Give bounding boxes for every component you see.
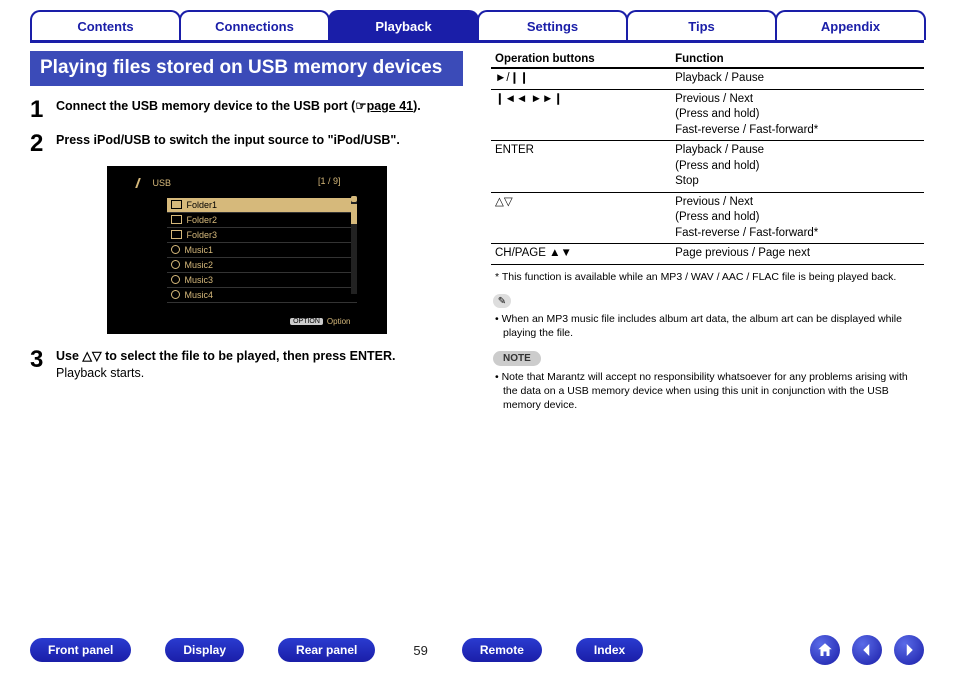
table-row: ►/❙❙Playback / Pause	[491, 68, 924, 89]
op-cell: ENTER	[491, 141, 671, 193]
step-number: 2	[30, 132, 56, 156]
screenshot-list-item: Music2	[167, 258, 357, 273]
op-cell: ►/❙❙	[491, 68, 671, 89]
fn-cell: Page previous / Page next	[671, 244, 924, 265]
nav-front-panel[interactable]: Front panel	[30, 638, 131, 662]
folder-icon	[171, 230, 182, 239]
screenshot-item-label: Music3	[185, 275, 214, 285]
page-number: 59	[413, 643, 427, 658]
folder-icon	[171, 200, 182, 209]
screenshot-list-item: Music4	[167, 288, 357, 303]
fn-cell: Playback / Pause(Press and hold)Stop	[671, 141, 924, 193]
tab-settings[interactable]: Settings	[477, 10, 628, 40]
screenshot-list-item: Folder3	[167, 228, 357, 243]
tab-tips[interactable]: Tips	[626, 10, 777, 40]
step-number: 1	[30, 98, 56, 122]
screenshot-option: OPTION Option	[290, 317, 350, 326]
nav-index[interactable]: Index	[576, 638, 643, 662]
top-tabs: Contents Connections Playback Settings T…	[30, 6, 924, 43]
nav-rear-panel[interactable]: Rear panel	[278, 638, 375, 662]
screenshot-count: [1 / 9]	[318, 176, 341, 186]
screenshot-item-label: Folder1	[187, 200, 218, 210]
music-icon	[171, 245, 180, 254]
screenshot-item-label: Music1	[185, 245, 214, 255]
device-screenshot: USB Folder1 Folder2 Folder3 Music1 Music2 Mus…	[107, 166, 387, 334]
op-cell: CH/PAGE ▲▼	[491, 244, 671, 265]
section-title: Playing files stored on USB memory devic…	[30, 51, 463, 86]
table-row: ENTERPlayback / Pause(Press and hold)Sto…	[491, 141, 924, 193]
tab-connections[interactable]: Connections	[179, 10, 330, 40]
screenshot-item-label: Folder2	[187, 215, 218, 225]
step-3: 3 Use △▽ to select the file to be played…	[30, 348, 463, 382]
tab-appendix[interactable]: Appendix	[775, 10, 926, 40]
op-cell: ❙◄◄ ►►❙	[491, 89, 671, 141]
next-button[interactable]	[894, 635, 924, 665]
step-text: Press iPod/USB to switch the input sourc…	[56, 132, 400, 156]
page-content: Playing files stored on USB memory devic…	[30, 51, 924, 418]
table-header: Operation buttons	[491, 51, 671, 68]
step-text: Use △▽ to select the file to be played, …	[56, 348, 395, 382]
screenshot-title: USB	[153, 178, 172, 188]
screenshot-item-label: Music2	[185, 260, 214, 270]
folder-icon	[171, 215, 182, 224]
step-1: 1 Connect the USB memory device to the U…	[30, 98, 463, 122]
note-bullet: • Note that Marantz will accept no respo…	[491, 370, 924, 413]
op-cell: △▽	[491, 192, 671, 244]
asterisk-footnote: * This function is available while an MP…	[491, 271, 924, 285]
screenshot-item-label: Folder3	[187, 230, 218, 240]
step-number: 3	[30, 348, 56, 382]
note-badge: NOTE	[493, 351, 541, 366]
tab-playback[interactable]: Playback	[328, 10, 479, 40]
screenshot-list-item: Music1	[167, 243, 357, 258]
screenshot-list-item: Folder1	[167, 198, 357, 213]
step-2: 2 Press iPod/USB to switch the input sou…	[30, 132, 463, 156]
prev-button[interactable]	[852, 635, 882, 665]
music-icon	[171, 290, 180, 299]
operation-buttons-table: Operation buttons Function ►/❙❙Playback …	[491, 51, 924, 265]
table-row: △▽Previous / Next(Press and hold)Fast-re…	[491, 192, 924, 244]
screenshot-scrollbar	[351, 196, 357, 294]
screenshot-list-item: Music3	[167, 273, 357, 288]
fn-cell: Playback / Pause	[671, 68, 924, 89]
table-row: ❙◄◄ ►►❙Previous / Next(Press and hold)Fa…	[491, 89, 924, 141]
info-bullet: • When an MP3 music file includes album …	[491, 312, 924, 340]
tab-contents[interactable]: Contents	[30, 10, 181, 40]
fn-cell: Previous / Next(Press and hold)Fast-reve…	[671, 192, 924, 244]
table-header: Function	[671, 51, 924, 68]
home-button[interactable]	[810, 635, 840, 665]
screenshot-list-item: Folder2	[167, 213, 357, 228]
nav-remote[interactable]: Remote	[462, 638, 542, 662]
page-link[interactable]: page 41	[367, 99, 414, 113]
pencil-icon: ✎	[493, 294, 511, 308]
nav-display[interactable]: Display	[165, 638, 244, 662]
table-row: CH/PAGE ▲▼Page previous / Page next	[491, 244, 924, 265]
screenshot-item-label: Music4	[185, 290, 214, 300]
music-icon	[171, 260, 180, 269]
fn-cell: Previous / Next(Press and hold)Fast-reve…	[671, 89, 924, 141]
music-icon	[171, 275, 180, 284]
step-text: Connect the USB memory device to the USB…	[56, 98, 421, 122]
bottom-nav: Front panel Display Rear panel 59 Remote…	[30, 635, 924, 665]
usb-icon	[135, 178, 149, 188]
